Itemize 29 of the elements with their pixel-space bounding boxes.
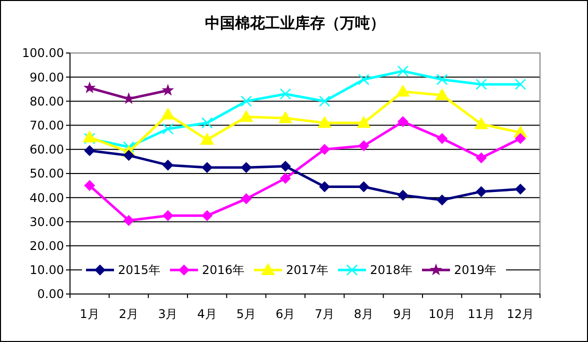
y-tick-label: 80.00: [30, 94, 64, 108]
x-tick-label: 10月: [428, 307, 456, 321]
x-tick-label: 2月: [118, 307, 139, 321]
x-tick-label: 12月: [506, 307, 534, 321]
legend-label: 2019年: [454, 263, 497, 278]
y-tick-label: 10.00: [30, 263, 64, 278]
chart-title: 中国棉花工业库存（万吨）: [205, 14, 385, 32]
y-tick-label: 0.00: [37, 287, 64, 302]
x-tick-label: 3月: [158, 307, 178, 321]
legend-label: 2018年: [370, 263, 413, 278]
y-tick-label: 100.00: [22, 46, 64, 60]
x-tick-label: 11月: [468, 307, 495, 321]
legend-label: 2016年: [202, 263, 245, 278]
y-tick-label: 30.00: [30, 214, 64, 229]
x-tick-label: 5月: [236, 307, 256, 321]
y-tick-label: 70.00: [30, 118, 64, 132]
x-tick-label: 9月: [393, 307, 413, 321]
legend-label: 2015年: [118, 263, 161, 278]
x-tick-label: 8月: [354, 307, 374, 321]
legend-label: 2017年: [286, 263, 329, 278]
y-tick-label: 50.00: [30, 166, 64, 181]
x-tick-label: 6月: [276, 307, 296, 321]
y-tick-label: 40.00: [30, 190, 64, 205]
x-tick-label: 7月: [314, 307, 334, 321]
y-tick-label: 20.00: [30, 239, 64, 253]
x-tick-label: 1月: [80, 307, 100, 321]
y-tick-label: 90.00: [30, 70, 64, 84]
x-tick-label: 4月: [197, 307, 217, 321]
y-tick-label: 60.00: [30, 142, 64, 157]
